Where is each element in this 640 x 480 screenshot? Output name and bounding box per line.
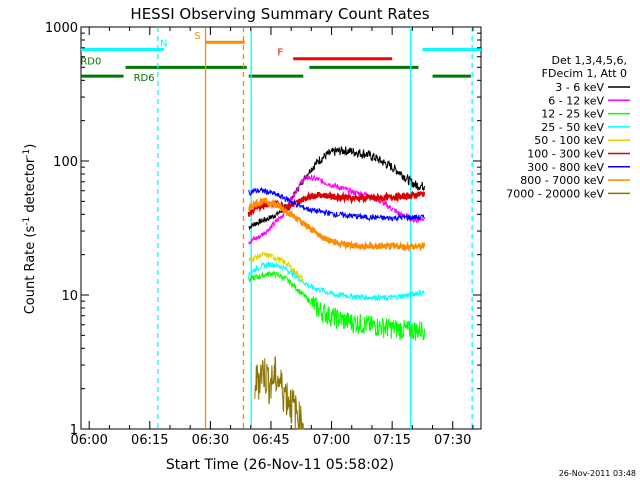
- legend-entry-label-3: 25 - 50 keV: [541, 121, 604, 134]
- flag-lines: N S F RD0 RD6: [80, 31, 481, 84]
- legend-entry-label-2: 12 - 25 keV: [541, 108, 604, 121]
- footer-date: 26-Nov-2011 03:48: [559, 469, 636, 478]
- legend-entry-label-4: 50 - 100 keV: [534, 134, 604, 147]
- x-tick-label-3: 06:45: [252, 433, 289, 448]
- flag-label-f: F: [277, 48, 283, 59]
- data-series: [247, 146, 426, 430]
- y-axis-label-mid: detector: [23, 157, 38, 217]
- y-axis-label-end: ): [23, 144, 38, 149]
- flag-label-rd6: RD6: [134, 73, 155, 84]
- legend-entry-label-0: 3 - 6 keV: [555, 81, 604, 94]
- series-50-100-kev: [248, 252, 304, 282]
- x-tick-label-1: 06:15: [131, 433, 168, 448]
- plot-frame: [80, 26, 482, 430]
- series-7000-20000-kev: [254, 356, 304, 430]
- x-tick-label-5: 07:15: [373, 433, 410, 448]
- x-axis-label: Start Time (26-Nov-11 05:58:02): [166, 457, 394, 473]
- y-tick-label-1: 10: [61, 289, 78, 304]
- flag-label-s: S: [194, 31, 200, 42]
- y-axis-label: Count Rate (s-1 detector-1): [22, 144, 38, 315]
- legend-entry-label-8: 7000 - 20000 keV: [506, 187, 604, 200]
- legend-entry-label-1: 6 - 12 keV: [548, 94, 604, 107]
- y-tick-label-3: 1000: [45, 21, 78, 36]
- series-6-12-kev: [248, 174, 425, 245]
- y-axis-label-main: Count Rate (s: [23, 226, 38, 315]
- series-25-50-kev: [248, 260, 425, 302]
- axes: 06:00 06:15 06:30 06:45 07:00 07:15 07:30 1 10 10…: [45, 21, 481, 448]
- legend-entry-label-7: 800 - 7000 keV: [520, 174, 604, 187]
- vertical-marker-lines: [157, 27, 473, 429]
- y-axis-label-sup1: -1: [22, 217, 32, 226]
- chart-title: HESSI Observing Summary Count Rates: [130, 5, 429, 23]
- x-tick-label-6: 07:30: [434, 433, 471, 448]
- flag-label-n: N: [160, 38, 167, 49]
- series-3-6-kev: [248, 146, 425, 231]
- plot-area: [80, 26, 482, 430]
- legend-header-2: FDecim 1, Att 0: [542, 67, 627, 80]
- flag-label-rd0: RD0: [80, 56, 101, 67]
- x-tick-label-0: 06:00: [70, 433, 107, 448]
- series-800-7000-kev: [248, 196, 426, 253]
- legend-entry-label-6: 300 - 800 keV: [527, 161, 604, 174]
- y-axis-label-sup2: -1: [22, 149, 32, 158]
- series-12-25-kev: [248, 270, 425, 341]
- x-tick-label-4: 07:00: [313, 433, 350, 448]
- x-tick-label-2: 06:30: [192, 433, 229, 448]
- y-tick-label-0: 1: [70, 423, 78, 438]
- y-tick-label-2: 100: [53, 155, 78, 170]
- legend-header-1: Det 1,3,4,5,6,: [551, 54, 627, 67]
- legend-entry-label-5: 100 - 300 keV: [527, 148, 604, 161]
- series-300-800-kev: [248, 186, 425, 223]
- legend: Det 1,3,4,5,6,FDecim 1, Att 03 - 6 keV6 …: [506, 54, 630, 200]
